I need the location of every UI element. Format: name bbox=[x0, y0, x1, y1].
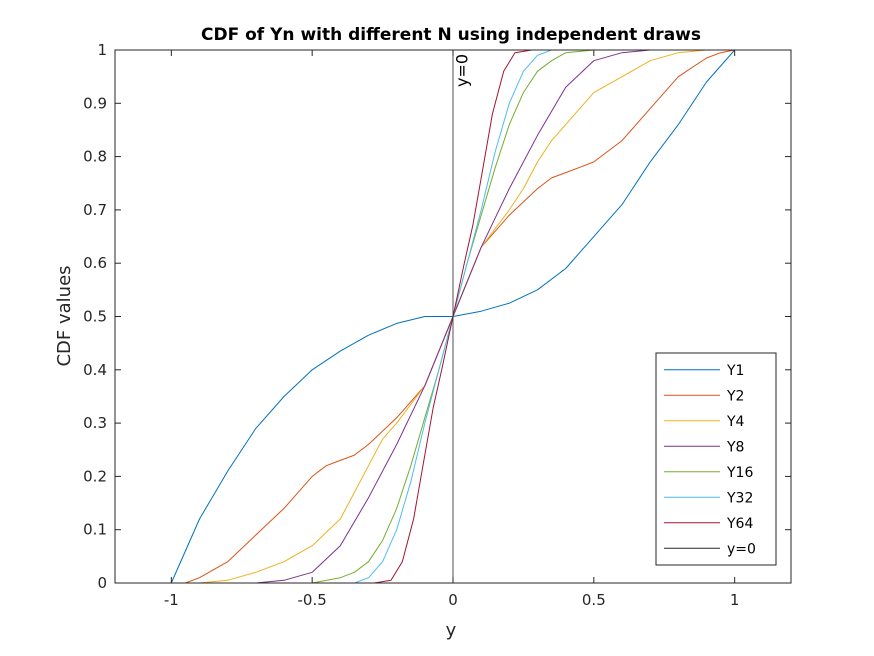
legend-entry-label: Y32 bbox=[726, 490, 753, 506]
x-tick-label: 0.5 bbox=[582, 591, 606, 609]
annotation-layer: y=0 bbox=[452, 54, 471, 87]
y-tick-label: 0.8 bbox=[83, 148, 107, 166]
x-tick-label: 1 bbox=[730, 591, 740, 609]
y-tick-label: 0.3 bbox=[83, 414, 107, 432]
y-tick-label: 1 bbox=[97, 41, 107, 59]
legend-entry-label: Y8 bbox=[726, 439, 744, 455]
axes-layer: -1 -0.5 0 0.5 1 0 0.1 0.2 0.3 0.4 0.5 0.6 0.7 0.8 0.9 1 bbox=[83, 41, 792, 609]
legend-entry-label: Y64 bbox=[726, 516, 753, 532]
series-layer bbox=[170, 49, 736, 584]
y-tick-label: 0.1 bbox=[83, 521, 107, 539]
legend-box bbox=[655, 352, 777, 566]
y-tick-label: 0 bbox=[97, 574, 107, 592]
y-axis-label: CDF values bbox=[54, 265, 75, 366]
y-tick-label: 0.7 bbox=[83, 201, 107, 219]
x-tick-label: -0.5 bbox=[298, 591, 327, 609]
legend: Y1 Y2 Y4 Y8 Y16 Y32 Y64 y=0 bbox=[655, 352, 777, 566]
legend-entry-label: Y2 bbox=[726, 388, 744, 404]
annotation-label: y=0 bbox=[452, 54, 471, 87]
legend-entry-label: y=0 bbox=[727, 541, 756, 557]
x-axis-label: y bbox=[446, 620, 457, 641]
legend-entry-label: Y4 bbox=[726, 414, 745, 430]
x-tick-label: 0 bbox=[448, 591, 458, 609]
y-tick-label: 0.9 bbox=[83, 94, 107, 112]
y-tick-label: 0.2 bbox=[83, 467, 107, 485]
x-tick-label: -1 bbox=[164, 591, 179, 609]
legend-entry-label: Y16 bbox=[726, 465, 753, 481]
legend-entry-label: Y1 bbox=[726, 363, 744, 379]
y-tick-label: 0.4 bbox=[83, 361, 107, 379]
y-tick-label: 0.6 bbox=[83, 254, 107, 272]
chart-title: CDF of Yn with different N using indepen… bbox=[201, 25, 701, 45]
y-tick-label: 0.5 bbox=[83, 308, 107, 326]
